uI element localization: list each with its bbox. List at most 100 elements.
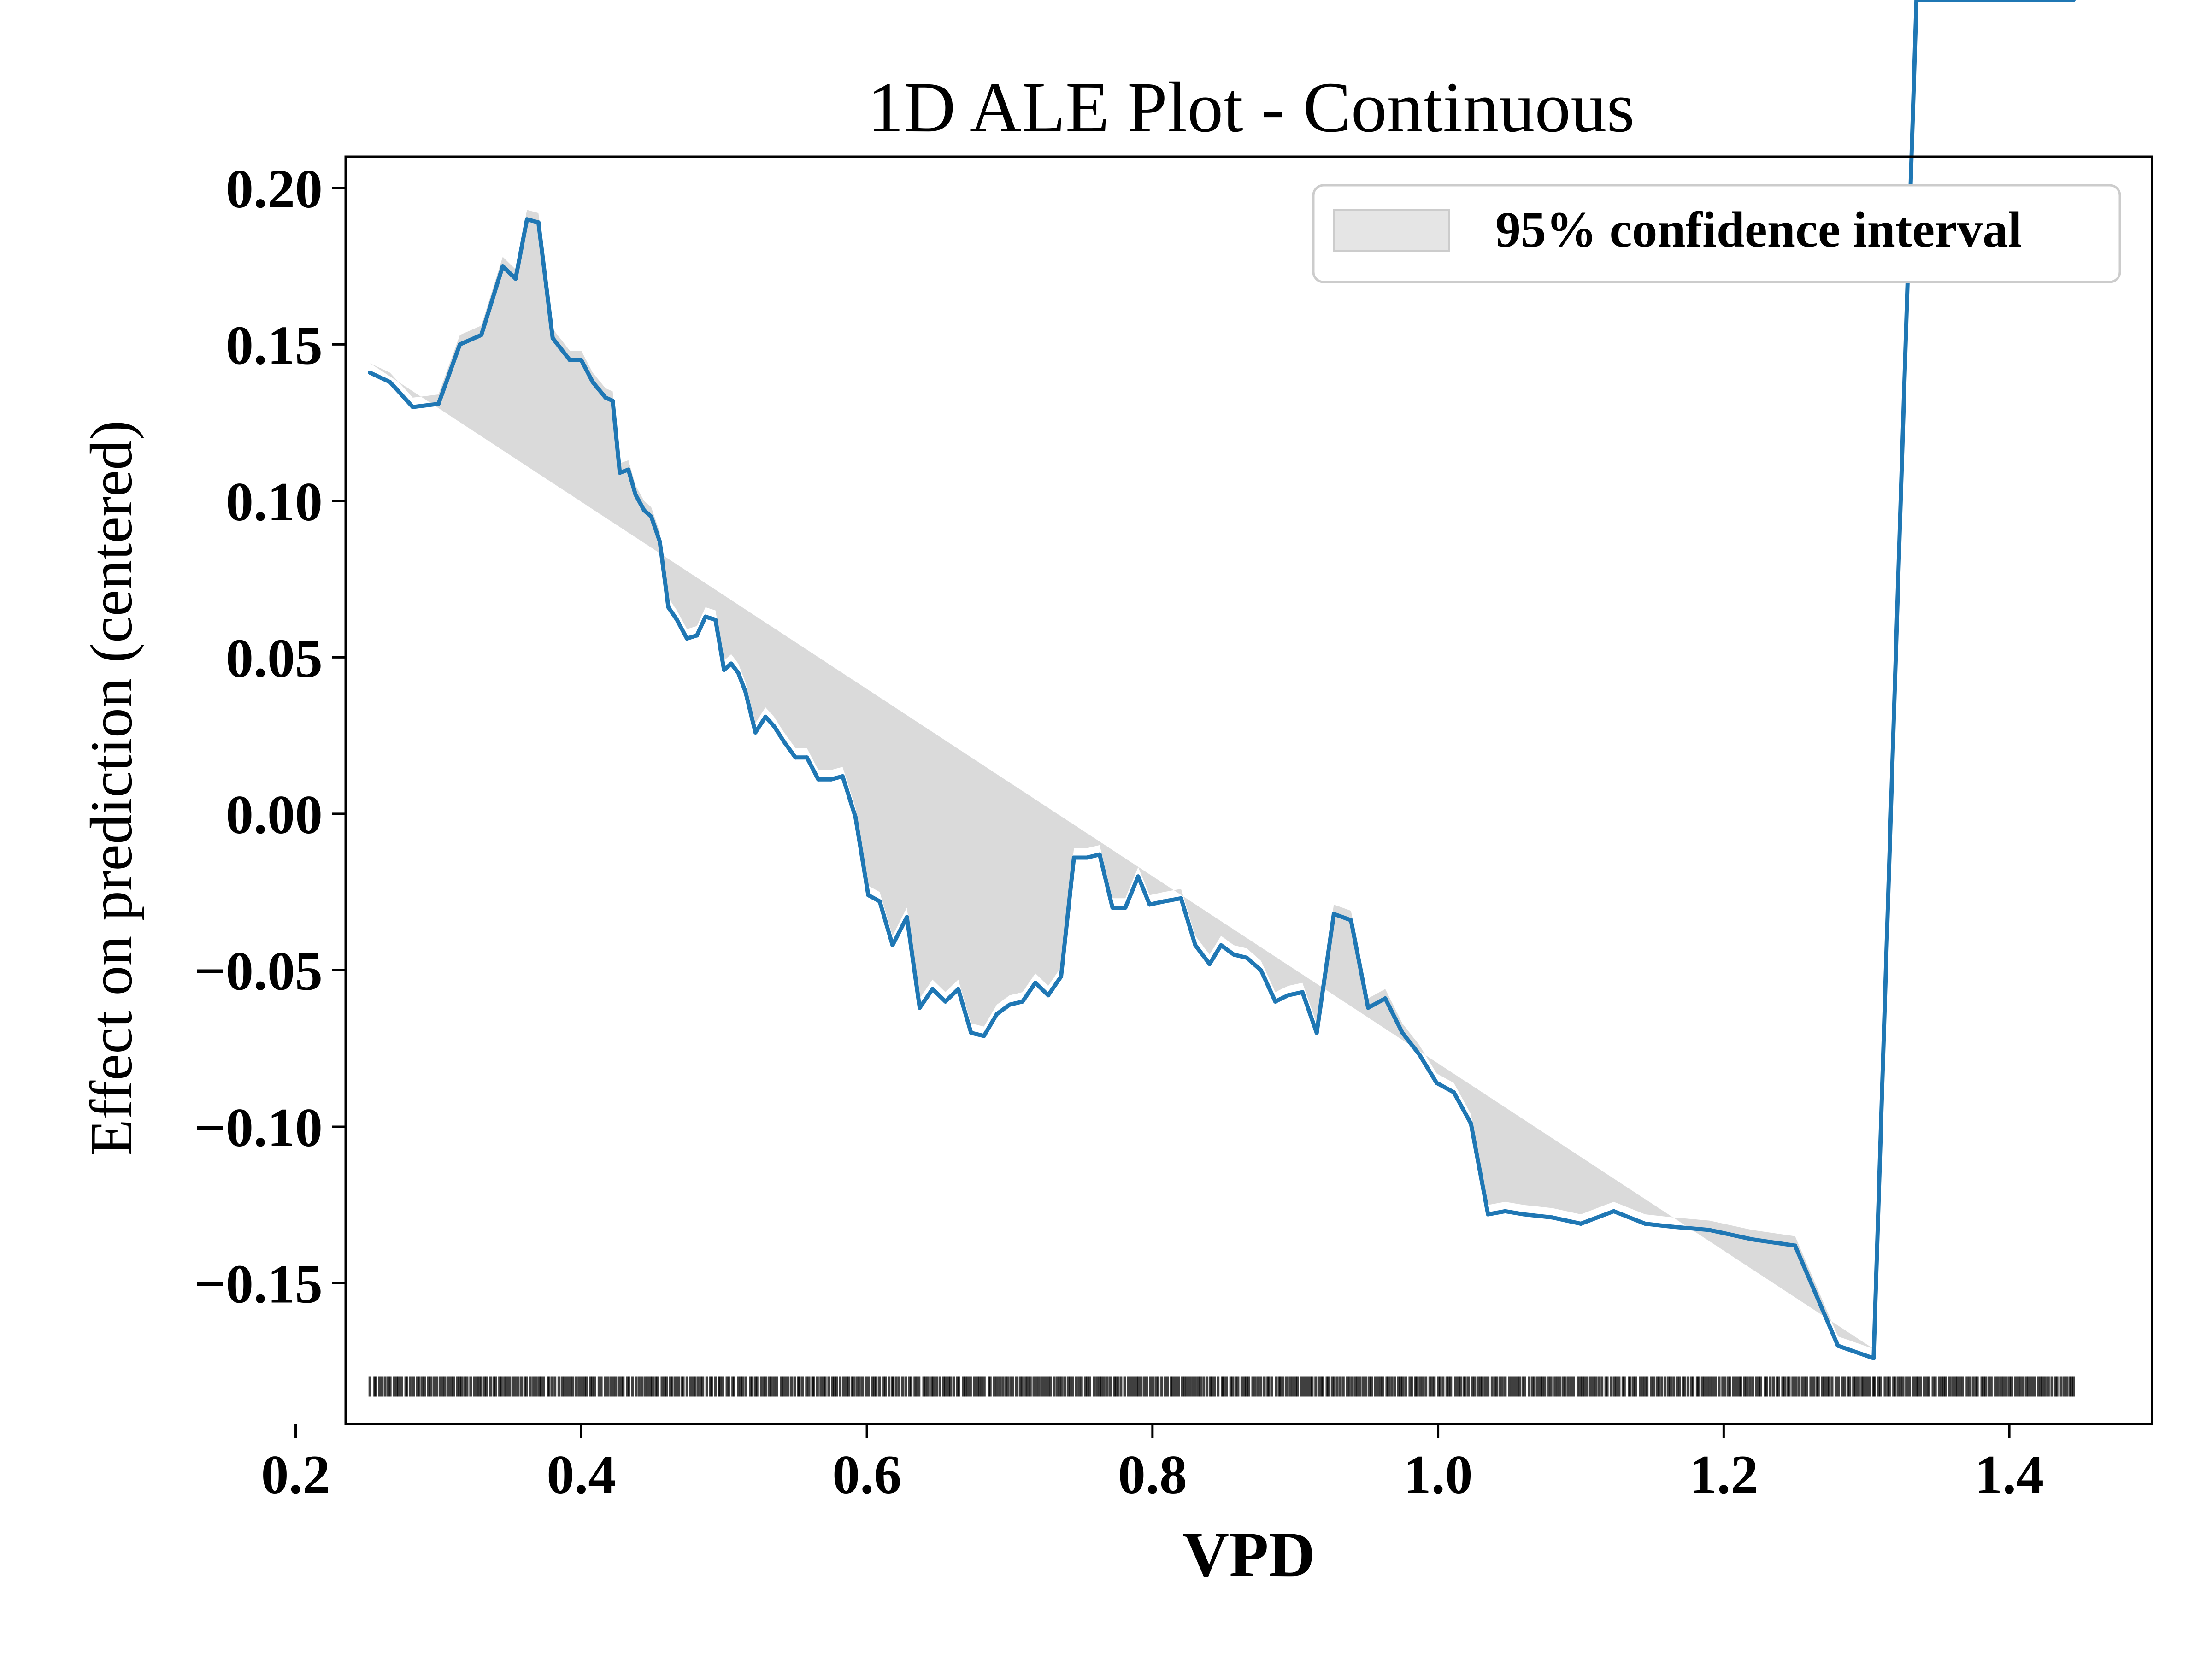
ale-line-segment xyxy=(479,264,505,337)
ale-data-point xyxy=(1950,0,1954,2)
ale-line-segment xyxy=(1550,1215,1583,1226)
ale-data-point xyxy=(658,539,662,544)
ale-data-point xyxy=(618,471,622,475)
x-tick-label: 0.8 xyxy=(1118,1444,1187,1505)
ale-data-point xyxy=(753,730,758,735)
ale-line-segment xyxy=(1020,981,1038,1004)
ale-line-segment xyxy=(840,774,858,819)
ale-data-point xyxy=(649,514,653,519)
ale-line-segment xyxy=(536,220,555,341)
ale-data-point xyxy=(1871,1356,1876,1360)
ale-data-point xyxy=(1793,1243,1797,1248)
ale-line-segment xyxy=(1331,912,1353,923)
ale-data-point xyxy=(525,217,529,222)
ale-data-point xyxy=(1612,1209,1616,1213)
ale-data-point xyxy=(1046,993,1051,998)
ale-line-segment xyxy=(590,380,608,400)
ale-line-segment xyxy=(1162,896,1183,904)
ale-line-segment xyxy=(1434,1081,1456,1094)
ale-data-point xyxy=(513,276,518,281)
ale-line-segment xyxy=(1244,955,1263,972)
ale-line-segment xyxy=(1671,1224,1712,1232)
ale-line-segment xyxy=(411,401,441,409)
ale-data-point xyxy=(579,358,583,362)
ale-line-segment xyxy=(969,1030,986,1038)
y-tick-label: 0.10 xyxy=(226,471,323,532)
ale-line-segment xyxy=(753,714,768,735)
ale-line-segment xyxy=(877,899,895,947)
ale-data-point xyxy=(1522,1212,1526,1217)
line-layer xyxy=(368,0,2076,1360)
ale-data-point xyxy=(2071,0,2076,2)
y-tick-label: −0.05 xyxy=(194,940,323,1001)
ale-data-point xyxy=(1469,1121,1473,1126)
ale-line-segment xyxy=(1793,1243,1840,1348)
ale-line-segment xyxy=(1452,1090,1473,1126)
ale-data-point xyxy=(1366,1006,1371,1010)
ale-data-point xyxy=(536,220,541,225)
ale-line-segment xyxy=(956,987,973,1035)
ale-line-segment xyxy=(782,740,798,760)
ale-line-segment xyxy=(1522,1212,1554,1220)
ale-data-point xyxy=(1007,1002,1012,1007)
ale-data-point xyxy=(1110,906,1115,910)
ale-line-segment xyxy=(1084,852,1102,860)
ale-line-segment xyxy=(743,689,758,735)
ale-line-segment xyxy=(1219,943,1236,957)
ale-data-point xyxy=(500,264,505,269)
ale-data-point xyxy=(694,633,699,638)
ale-data-point xyxy=(982,1034,986,1038)
ale-data-point xyxy=(1059,974,1064,979)
ale-line-segment xyxy=(633,492,647,512)
ale-line-segment xyxy=(805,755,821,782)
ale-data-point xyxy=(1671,1224,1676,1229)
ale-data-point xyxy=(816,777,821,782)
ale-data-point xyxy=(782,740,786,744)
legend-swatch xyxy=(1333,209,1450,252)
ale-data-point xyxy=(1434,1081,1439,1085)
ale-line-segment xyxy=(1046,974,1064,998)
ale-data-point xyxy=(722,668,726,672)
y-axis-label: Effect on prediction (centered) xyxy=(78,420,145,1156)
ale-data-point xyxy=(713,618,718,622)
ale-line-segment xyxy=(694,614,708,638)
ale-data-point xyxy=(1835,1343,1840,1348)
ale-data-point xyxy=(1417,1053,1422,1057)
y-tick-label: 0.15 xyxy=(226,314,323,376)
ale-line-segment xyxy=(579,358,595,384)
ale-data-point xyxy=(1193,943,1198,947)
ale-data-point xyxy=(703,614,708,619)
ale-data-point xyxy=(1020,999,1025,1004)
ale-data-point xyxy=(829,777,834,782)
ale-line-segment xyxy=(713,618,726,672)
ale-data-point xyxy=(603,395,608,400)
ale-line-segment xyxy=(649,514,662,544)
ale-data-point xyxy=(666,605,671,610)
ale-data-point xyxy=(1550,1215,1554,1220)
y-tick-label: 0.05 xyxy=(226,627,323,688)
y-tick-label: 0.00 xyxy=(226,784,323,845)
ale-data-point xyxy=(1349,918,1353,923)
ale-data-point xyxy=(458,342,462,347)
ale-line-segment xyxy=(1314,912,1336,1035)
ale-line-segment xyxy=(658,539,671,610)
ale-data-point xyxy=(610,399,615,403)
ale-line-segment xyxy=(866,893,882,904)
ale-data-point xyxy=(1179,896,1183,900)
ale-data-point xyxy=(1136,874,1141,879)
ale-line-segment xyxy=(1097,852,1115,910)
ale-data-point xyxy=(969,1030,973,1035)
ale-data-point xyxy=(930,987,935,991)
ale-data-point xyxy=(626,467,631,472)
x-tick-label: 1.4 xyxy=(1975,1444,2044,1505)
ale-line-segment xyxy=(1207,943,1224,966)
x-tick-label: 0.4 xyxy=(547,1444,616,1505)
ale-data-point xyxy=(590,380,595,384)
x-tick-label: 0.2 xyxy=(261,1444,330,1505)
ale-data-point xyxy=(1147,902,1152,907)
chart-title: 1D ALE Plot - Continuous xyxy=(868,67,1635,147)
y-tick-label: 0.20 xyxy=(226,158,323,219)
ale-line-segment xyxy=(1147,899,1166,907)
legend-label: 95% confidence interval xyxy=(1495,201,2022,258)
ale-line-segment xyxy=(1179,896,1198,947)
